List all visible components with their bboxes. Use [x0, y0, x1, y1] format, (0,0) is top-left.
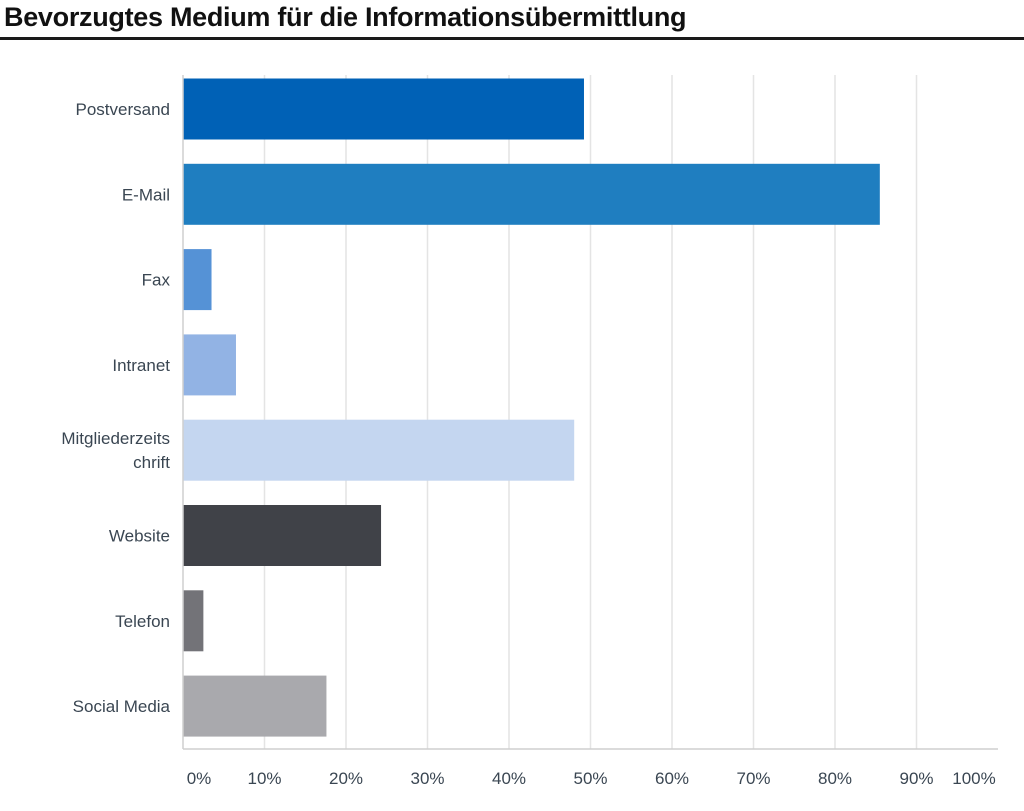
x-tick-label: 100% — [952, 769, 995, 788]
x-tick-label: 50% — [573, 769, 607, 788]
category-label: Fax — [142, 271, 171, 290]
x-tick-label: 30% — [410, 769, 444, 788]
bar — [183, 590, 204, 652]
category-label: Mitgliederzeits chrift — [61, 429, 170, 472]
category-label: Website — [109, 527, 170, 546]
bar-chart: Postversand E-Mail Fax Intranet Mitgliederze… — [61, 75, 998, 788]
bar — [183, 334, 236, 396]
x-tick-label: 60% — [655, 769, 689, 788]
x-tick-label: 80% — [818, 769, 852, 788]
x-tick-label: 0% — [187, 769, 212, 788]
bar — [183, 78, 584, 140]
x-tick-label: 40% — [492, 769, 526, 788]
category-label: E-Mail — [122, 185, 170, 204]
x-tick-label: 90% — [899, 769, 933, 788]
x-tick-label: 10% — [247, 769, 281, 788]
category-label: Social Media — [73, 697, 171, 716]
x-tick-label: 20% — [329, 769, 363, 788]
bar — [183, 163, 880, 225]
category-label: Postversand — [76, 100, 171, 119]
x-tick-label: 70% — [736, 769, 770, 788]
title-bar: Bevorzugtes Medium für die Informationsü… — [0, 0, 1024, 40]
bar — [183, 249, 212, 311]
bar — [183, 419, 575, 481]
category-label: Intranet — [112, 356, 170, 375]
category-label: Telefon — [115, 612, 170, 631]
bar — [183, 505, 382, 566]
page-title: Bevorzugtes Medium für die Informationsü… — [4, 2, 687, 32]
bar — [183, 675, 327, 737]
